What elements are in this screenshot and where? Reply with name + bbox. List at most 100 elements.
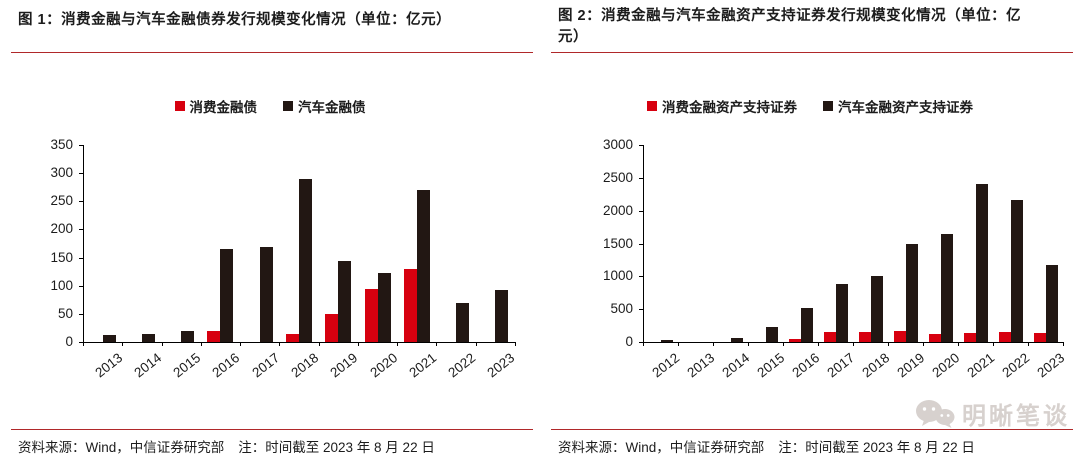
figure-1-footer-rule: [11, 429, 533, 430]
x-tick: [240, 342, 242, 346]
legend-item-auto-finance-bond: 汽车金融债: [283, 96, 366, 116]
bar-auto-finance-abs-2023: [1045, 265, 1058, 342]
bar-consumer-finance-abs-2018: [858, 332, 871, 342]
figure-2-title-rule: [551, 52, 1073, 53]
bar-auto-finance-bond-2021: [416, 190, 430, 342]
y-tick: [639, 342, 644, 343]
x-tick: [1028, 342, 1029, 346]
x-tick: [279, 342, 281, 346]
bar-auto-finance-abs-2015: [765, 326, 778, 342]
bar-auto-finance-abs-2019: [905, 243, 918, 342]
bar-consumer-finance-abs-2019: [893, 330, 906, 342]
figure-1-source: 资料来源：Wind，中信证券研究部: [18, 440, 225, 455]
legend-item-consumer-finance-abs: 消费金融资产支持证券: [647, 96, 797, 116]
y-tick-label: 1000: [602, 268, 633, 284]
x-tick: [713, 342, 714, 346]
x-tick: [923, 342, 924, 346]
y-tick-label: 350: [50, 137, 73, 152]
legend-label-consumer-finance-abs: 消费金融资产支持证券: [662, 100, 797, 115]
figure-1-legend: 消费金融债 汽车金融债: [0, 96, 540, 116]
x-tick-label-2014: 2014: [131, 350, 165, 381]
x-tick-label-2015: 2015: [754, 350, 788, 381]
y-tick-label: 2000: [602, 202, 633, 218]
bar-auto-finance-bond-2018: [299, 178, 312, 342]
y-tick: [79, 285, 84, 287]
y-tick: [639, 145, 644, 146]
x-tick: [161, 342, 163, 346]
legend-swatch-auto-finance-abs: [823, 101, 833, 111]
bar-auto-finance-bond-2015: [181, 330, 195, 342]
x-tick: [643, 342, 644, 346]
figure-2-chart: 0 500 1000 1500 2000 2500 3000 2012 2013 2014 2015…: [540, 137, 1080, 405]
y-tick: [639, 210, 644, 212]
x-tick: [318, 342, 320, 346]
x-tick-label-2016: 2016: [209, 350, 243, 381]
y-tick-label: 200: [50, 221, 73, 237]
y-tick-label: 150: [50, 249, 73, 265]
bar-consumer-finance-bond-2020: [364, 288, 378, 342]
watermark-text: 明晰笔谈: [962, 403, 1070, 430]
bar-auto-finance-abs-2020: [940, 233, 953, 342]
x-tick-label-2020: 2020: [366, 350, 400, 381]
figure-2-source: 资料来源：Wind，中信证券研究部: [558, 440, 765, 455]
x-tick: [783, 342, 784, 346]
y-axis-line: [83, 145, 84, 342]
watermark: 明晰笔谈: [915, 396, 1070, 431]
figure-2-footer-rule: [551, 429, 1073, 430]
bar-auto-finance-abs-2014: [730, 337, 743, 342]
x-tick-label-2021: 2021: [964, 350, 998, 381]
y-tick: [79, 201, 84, 203]
bar-consumer-finance-abs-2023: [1033, 333, 1046, 342]
x-tick-label-2015: 2015: [170, 350, 204, 381]
bar-auto-finance-bond-2020: [377, 273, 391, 342]
x-tick: [1063, 342, 1064, 346]
y-tick-label: 250: [50, 193, 73, 209]
x-tick-label-2023: 2023: [484, 350, 518, 381]
bar-auto-finance-bond-2023: [495, 290, 509, 342]
legend-item-consumer-finance-bond: 消费金融债: [174, 96, 258, 116]
x-tick: [515, 342, 516, 346]
x-tick: [818, 342, 819, 346]
legend-label-auto-finance-abs: 汽车金融资产支持证券: [838, 100, 973, 115]
x-tick: [853, 342, 854, 346]
legend-label-auto-finance-bond: 汽车金融债: [298, 100, 366, 115]
x-tick-label-2020: 2020: [929, 350, 963, 381]
bar-auto-finance-bond-2019: [338, 260, 352, 342]
bar-auto-finance-bond-2016: [220, 249, 234, 342]
y-tick-label: 100: [50, 277, 73, 293]
x-tick-label-2017: 2017: [824, 350, 858, 381]
figure-1-footer: 资料来源：Wind，中信证券研究部 注：时间截至 2023 年 8 月 22 日: [18, 436, 532, 456]
y-tick-label: 300: [50, 165, 73, 181]
y-tick-label: 0: [625, 334, 633, 349]
y-tick-label: 1500: [602, 235, 633, 251]
bar-auto-finance-bond-2022: [456, 302, 470, 342]
bar-auto-finance-abs-2012: [660, 340, 673, 342]
bar-consumer-finance-abs-2022: [998, 332, 1011, 342]
bar-auto-finance-abs-2016: [800, 307, 813, 342]
x-tick: [436, 342, 438, 346]
x-tick-label-2023: 2023: [1034, 350, 1068, 381]
x-tick: [748, 342, 749, 346]
y-tick-label: 500: [610, 301, 633, 317]
figure-2: 图 2：消费金融与汽车金融资产支持证券发行规模变化情况（单位：亿元） 消费金融资…: [540, 0, 1080, 465]
y-tick-label: 50: [57, 305, 73, 321]
legend-swatch-consumer-finance-abs: [647, 101, 657, 111]
bar-consumer-finance-abs-2020: [928, 334, 941, 342]
bar-consumer-finance-abs-2016: [788, 338, 801, 342]
bar-consumer-finance-bond-2018: [286, 333, 299, 342]
x-tick: [200, 342, 202, 346]
x-tick: [122, 342, 124, 346]
x-tick: [888, 342, 889, 346]
bar-auto-finance-abs-2018: [870, 276, 883, 342]
figure-1-title: 图 1：消费金融与汽车金融债券发行规模变化情况（单位：亿元）: [18, 12, 452, 28]
x-tick: [397, 342, 399, 346]
figure-1-title-rule: [11, 52, 533, 53]
figure-2-legend: 消费金融资产支持证券 汽车金融资产支持证券: [540, 96, 1080, 116]
y-tick: [639, 309, 644, 311]
x-tick-label-2012: 2012: [649, 350, 683, 381]
x-tick-label-2013: 2013: [91, 350, 125, 381]
legend-label-consumer-finance-bond: 消费金融债: [189, 100, 258, 115]
y-tick: [639, 177, 644, 179]
x-tick: [958, 342, 959, 346]
